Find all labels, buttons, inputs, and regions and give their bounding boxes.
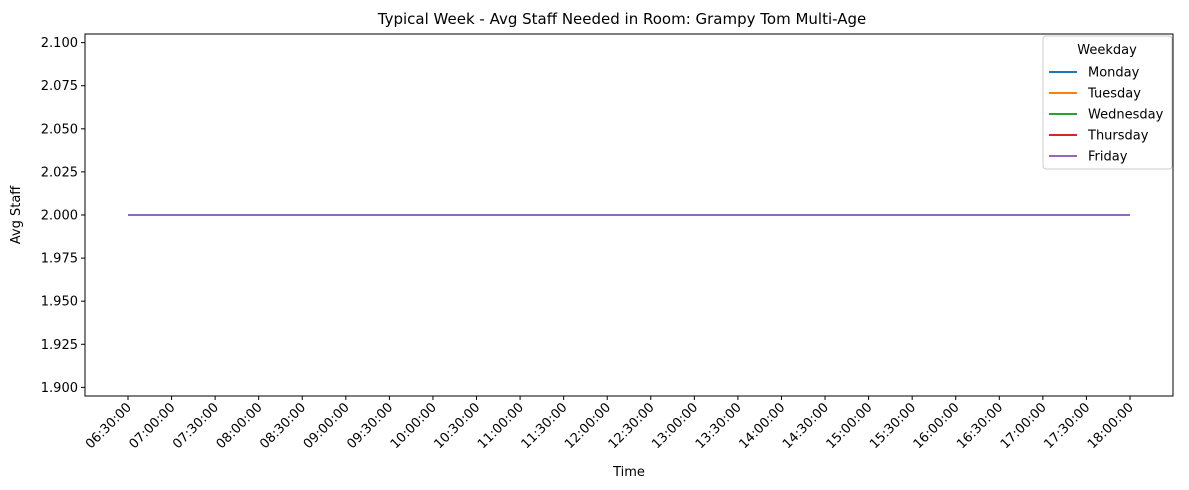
- y-tick-label: 1.925: [41, 338, 78, 353]
- legend-items: Monday Tuesday Wednesday Thursday Friday: [1049, 66, 1164, 165]
- legend-title: Weekday: [1077, 43, 1137, 58]
- y-tick-label: 2.025: [41, 165, 78, 180]
- y-tick-label: 2.050: [41, 122, 78, 137]
- legend-label-friday: Friday: [1088, 150, 1128, 165]
- y-tick-label: 1.975: [41, 252, 78, 267]
- y-tick-label: 2.075: [41, 79, 78, 94]
- y-tick-label: 2.100: [41, 36, 78, 51]
- y-tick-label: 2.000: [41, 209, 78, 224]
- y-axis-title: Avg Staff: [9, 185, 24, 245]
- y-axis: 1.900 1.925 1.950 1.975 2.000 2.025 2.050 2.075…: [41, 36, 85, 396]
- legend-label-thursday: Thursday: [1087, 129, 1149, 144]
- x-axis-title: Time: [612, 465, 645, 480]
- y-tick-label: 1.900: [41, 381, 78, 396]
- legend-label-monday: Monday: [1088, 66, 1140, 81]
- y-tick-label: 1.950: [41, 295, 78, 310]
- chart-title: Typical Week - Avg Staff Needed in Room:…: [377, 10, 866, 28]
- legend: Weekday Monday Tuesday Wednesday Thursday Fr…: [1042, 35, 1173, 170]
- legend-label-tuesday: Tuesday: [1087, 87, 1141, 102]
- legend-label-wednesday: Wednesday: [1088, 108, 1164, 123]
